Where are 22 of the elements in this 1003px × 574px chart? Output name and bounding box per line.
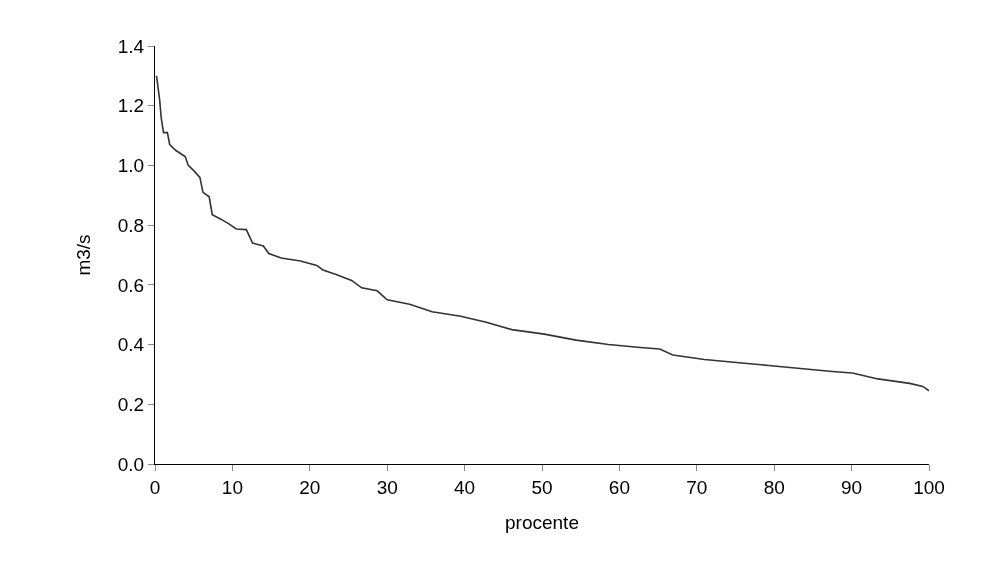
- y-tick-label: 1.0: [117, 155, 145, 177]
- y-axis-title: m3/s: [72, 234, 94, 276]
- x-tick-label: 0: [149, 476, 161, 498]
- x-tick-label: 70: [686, 476, 708, 498]
- x-tick-label: 40: [454, 476, 476, 498]
- x-tick-label: 20: [299, 476, 321, 498]
- x-tick-label: 10: [221, 476, 243, 498]
- x-tick-label: 100: [913, 476, 945, 498]
- y-tick-label: 1.4: [117, 35, 145, 57]
- y-tick-label: 0.6: [117, 274, 145, 296]
- y-tick-label: 0.8: [117, 214, 145, 236]
- y-tick-label: 0.2: [117, 393, 145, 415]
- y-tick-label: 1.2: [117, 95, 145, 117]
- x-tick-label: 60: [608, 476, 630, 498]
- x-tick-label: 30: [376, 476, 398, 498]
- y-tick-label: 0.4: [117, 334, 145, 356]
- x-axis-title: procente: [505, 511, 579, 533]
- x-tick-label: 90: [841, 476, 863, 498]
- line-series: [155, 75, 929, 392]
- y-tick-label: 0.0: [117, 453, 145, 475]
- x-tick-label: 80: [763, 476, 785, 498]
- x-tick-label: 50: [531, 476, 553, 498]
